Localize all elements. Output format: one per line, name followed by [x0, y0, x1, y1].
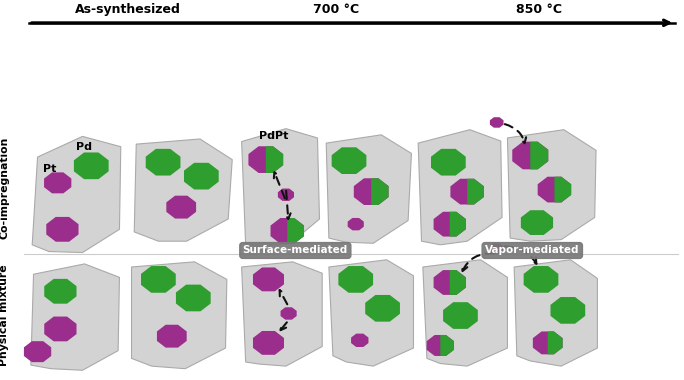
Polygon shape: [434, 270, 466, 295]
Polygon shape: [146, 149, 181, 176]
Polygon shape: [32, 136, 121, 253]
Polygon shape: [533, 331, 563, 354]
Polygon shape: [418, 130, 502, 245]
Polygon shape: [253, 331, 284, 355]
Polygon shape: [354, 178, 389, 205]
Polygon shape: [31, 264, 120, 370]
Polygon shape: [131, 262, 227, 369]
Polygon shape: [141, 266, 176, 293]
Polygon shape: [555, 177, 571, 203]
Polygon shape: [443, 302, 478, 329]
Polygon shape: [467, 179, 484, 204]
Polygon shape: [449, 270, 466, 295]
Polygon shape: [157, 325, 187, 348]
Text: Pt: Pt: [43, 164, 56, 174]
Polygon shape: [551, 297, 586, 324]
Polygon shape: [332, 147, 367, 174]
Polygon shape: [521, 210, 553, 235]
Polygon shape: [44, 173, 71, 193]
Polygon shape: [440, 335, 454, 356]
Polygon shape: [371, 178, 389, 205]
Polygon shape: [449, 212, 466, 237]
Polygon shape: [434, 212, 466, 237]
Polygon shape: [451, 179, 484, 204]
Polygon shape: [24, 341, 51, 362]
Polygon shape: [339, 266, 373, 293]
Polygon shape: [423, 260, 508, 366]
Polygon shape: [524, 266, 558, 293]
Polygon shape: [44, 279, 77, 304]
Text: PdPt: PdPt: [259, 131, 289, 141]
Polygon shape: [508, 130, 596, 241]
Polygon shape: [184, 163, 219, 190]
Polygon shape: [266, 146, 283, 173]
Text: As-synthesized: As-synthesized: [75, 3, 181, 16]
Polygon shape: [326, 135, 412, 243]
Polygon shape: [176, 285, 211, 311]
Text: 700 °C: 700 °C: [313, 3, 358, 16]
Text: Vapor-mediated: Vapor-mediated: [485, 245, 579, 255]
Polygon shape: [347, 218, 364, 230]
Polygon shape: [74, 152, 109, 179]
Polygon shape: [287, 218, 304, 244]
Text: Pd: Pd: [76, 142, 92, 152]
Polygon shape: [351, 334, 369, 347]
Polygon shape: [512, 142, 549, 169]
Text: Physical mixture: Physical mixture: [0, 265, 9, 366]
Polygon shape: [278, 188, 294, 201]
Polygon shape: [365, 295, 400, 321]
Polygon shape: [134, 139, 233, 241]
Polygon shape: [166, 196, 196, 218]
Polygon shape: [490, 243, 503, 254]
Polygon shape: [253, 268, 284, 291]
Polygon shape: [530, 142, 549, 169]
Polygon shape: [431, 149, 466, 176]
Polygon shape: [44, 317, 77, 341]
Polygon shape: [329, 260, 413, 366]
Polygon shape: [241, 129, 319, 246]
Polygon shape: [241, 262, 322, 366]
Polygon shape: [538, 177, 571, 203]
Text: Co-impregnation: Co-impregnation: [0, 137, 9, 239]
Polygon shape: [548, 331, 563, 354]
Polygon shape: [490, 117, 503, 128]
Polygon shape: [427, 335, 454, 356]
Text: Surface-mediated: Surface-mediated: [243, 245, 348, 255]
Polygon shape: [280, 307, 297, 320]
Polygon shape: [514, 260, 597, 366]
Polygon shape: [271, 218, 304, 244]
Text: 850 °C: 850 °C: [516, 3, 562, 16]
Polygon shape: [47, 217, 79, 242]
Polygon shape: [248, 146, 283, 173]
